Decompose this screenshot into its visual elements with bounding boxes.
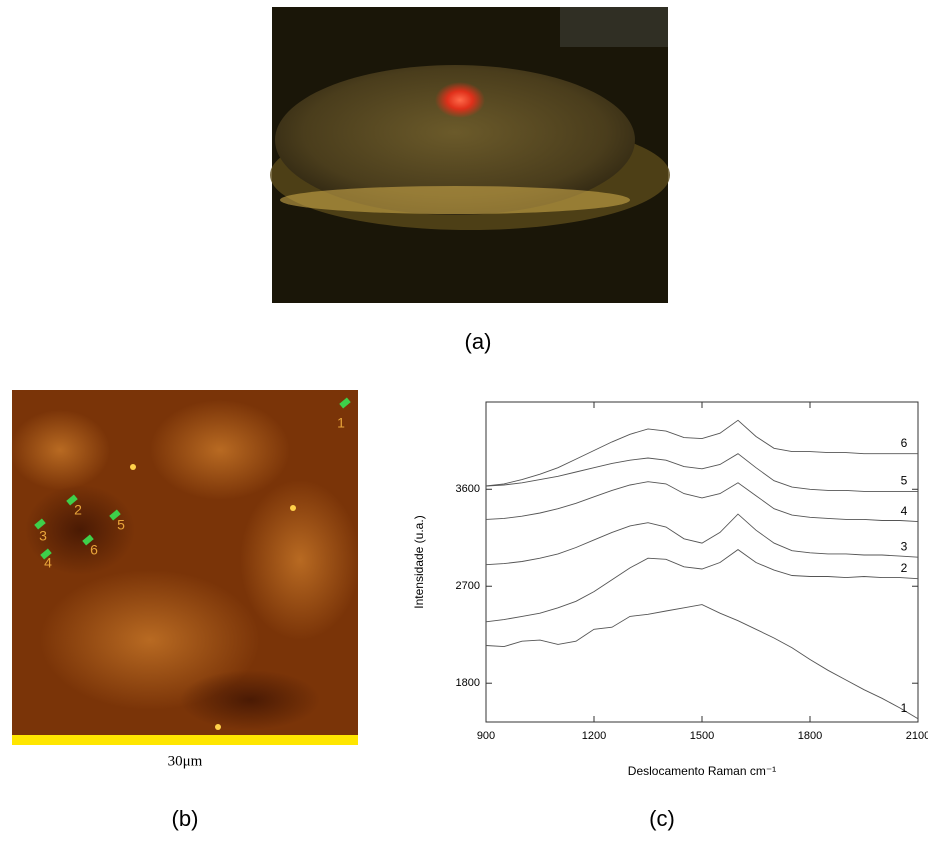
- series-line: [485, 481, 919, 523]
- series-line: [485, 419, 918, 487]
- point-marker: [40, 548, 52, 560]
- panel-label: (a): [465, 329, 492, 354]
- series-label: 6: [901, 436, 908, 450]
- y-tick-label: 3600: [456, 483, 480, 495]
- afm-points: 1 2 3 4 5 6: [34, 397, 351, 571]
- scale-label: 30μm: [168, 753, 203, 769]
- point-marker: [109, 509, 121, 521]
- point-label: 6: [90, 542, 98, 558]
- point-label: 5: [117, 517, 125, 533]
- series-label: 2: [901, 561, 908, 575]
- x-tick-label: 1500: [690, 730, 714, 742]
- series-label: 4: [901, 504, 908, 518]
- point-label: 3: [39, 528, 47, 544]
- panel-label: (b): [172, 806, 199, 831]
- series-line: [485, 453, 918, 492]
- y-axis-title: Intensidade (u.a.): [412, 515, 426, 608]
- y-tick-label: 2700: [456, 580, 480, 592]
- series-line: [485, 513, 919, 566]
- x-tick-label: 1200: [582, 730, 606, 742]
- point-marker: [339, 397, 351, 409]
- y-tick-label: 1800: [456, 677, 480, 689]
- series-label: 3: [901, 539, 908, 553]
- point-label: 2: [74, 502, 82, 518]
- afm-image: [10, 390, 360, 745]
- point-marker: [34, 518, 46, 530]
- point-marker: [82, 534, 94, 546]
- point-marker: [66, 494, 78, 506]
- chart: Deslocamento Raman cm⁻¹ Intensidade (u.a…: [412, 401, 928, 778]
- plot-frame: [485, 401, 919, 723]
- series-label: 5: [901, 474, 908, 488]
- x-axis-title: Deslocamento Raman cm⁻¹: [628, 764, 776, 778]
- point-label: 4: [44, 555, 52, 571]
- series-label: 1: [901, 701, 908, 715]
- point-label: 1: [337, 415, 345, 431]
- photo: [270, 7, 670, 303]
- x-tick-label: 900: [477, 730, 495, 742]
- x-tick-label: 2100: [906, 730, 928, 742]
- series-line: [485, 604, 919, 720]
- x-tick-label: 1800: [798, 730, 822, 742]
- panel-label: (c): [649, 806, 675, 831]
- series-line: [485, 549, 919, 623]
